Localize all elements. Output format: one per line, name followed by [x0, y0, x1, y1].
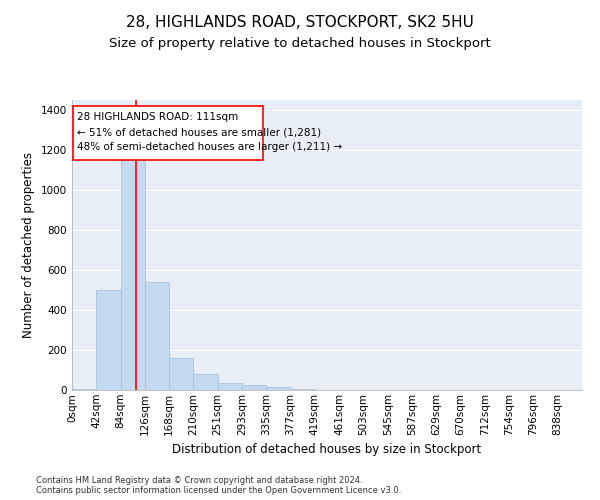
FancyBboxPatch shape — [73, 106, 263, 160]
Bar — [266, 387, 290, 390]
Text: 28, HIGHLANDS ROAD, STOCKPORT, SK2 5HU: 28, HIGHLANDS ROAD, STOCKPORT, SK2 5HU — [126, 15, 474, 30]
Bar — [290, 389, 315, 390]
Text: Size of property relative to detached houses in Stockport: Size of property relative to detached ho… — [109, 38, 491, 51]
Bar — [96, 290, 121, 390]
Y-axis label: Number of detached properties: Number of detached properties — [22, 152, 35, 338]
Bar — [145, 282, 169, 390]
Bar — [193, 374, 218, 390]
Bar — [242, 385, 266, 390]
Bar — [121, 155, 145, 390]
Text: 48% of semi-detached houses are larger (1,211) →: 48% of semi-detached houses are larger (… — [77, 142, 342, 152]
Text: Contains HM Land Registry data © Crown copyright and database right 2024.
Contai: Contains HM Land Registry data © Crown c… — [36, 476, 401, 495]
Text: ← 51% of detached houses are smaller (1,281): ← 51% of detached houses are smaller (1,… — [77, 127, 321, 137]
Bar — [72, 389, 96, 390]
Bar — [218, 383, 242, 390]
Bar — [169, 358, 193, 390]
X-axis label: Distribution of detached houses by size in Stockport: Distribution of detached houses by size … — [172, 443, 482, 456]
Text: 28 HIGHLANDS ROAD: 111sqm: 28 HIGHLANDS ROAD: 111sqm — [77, 112, 238, 122]
